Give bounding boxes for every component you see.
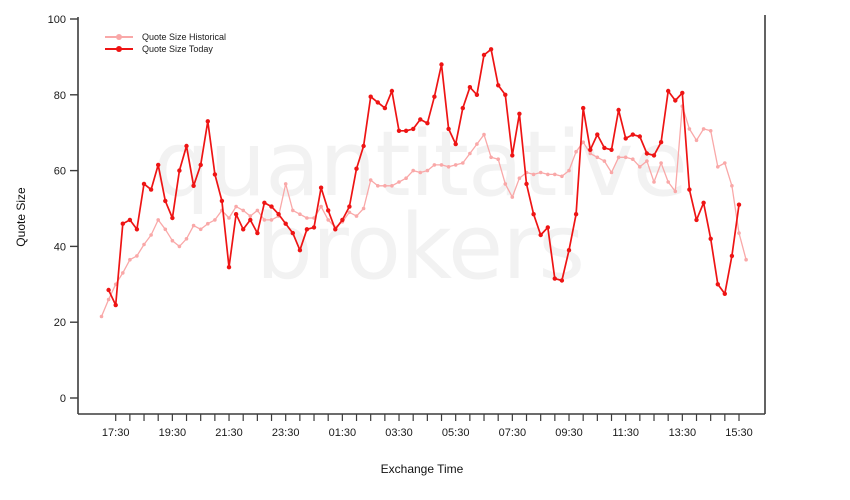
legend-label-today: Quote Size Today (142, 44, 213, 54)
svg-text:0: 0 (60, 393, 66, 405)
legend-line-marker-icon (105, 43, 133, 55)
svg-text:15:30: 15:30 (725, 427, 753, 439)
legend-line-marker-icon (105, 31, 133, 43)
legend-item-today: Quote Size Today (105, 43, 226, 55)
svg-text:23:30: 23:30 (272, 427, 300, 439)
svg-text:60: 60 (54, 166, 66, 178)
svg-text:11:30: 11:30 (612, 427, 639, 439)
y-axis-title: Quote Size (14, 187, 28, 247)
svg-text:19:30: 19:30 (159, 427, 187, 439)
legend: Quote Size Historical Quote Size Today (105, 31, 226, 55)
legend-label-historical: Quote Size Historical (142, 32, 227, 42)
svg-text:13:30: 13:30 (669, 427, 697, 439)
svg-text:01:30: 01:30 (329, 427, 357, 439)
svg-text:80: 80 (54, 90, 66, 102)
svg-text:40: 40 (54, 241, 66, 253)
svg-text:03:30: 03:30 (385, 427, 413, 439)
legend-item-historical: Quote Size Historical (105, 31, 226, 43)
svg-text:17:30: 17:30 (102, 427, 130, 439)
svg-text:100: 100 (48, 14, 66, 26)
svg-text:09:30: 09:30 (555, 427, 583, 439)
x-axis-title: Exchange Time (380, 462, 464, 476)
svg-text:20: 20 (54, 317, 66, 329)
svg-text:05:30: 05:30 (442, 427, 470, 439)
svg-text:21:30: 21:30 (215, 427, 243, 439)
svg-text:07:30: 07:30 (499, 427, 527, 439)
